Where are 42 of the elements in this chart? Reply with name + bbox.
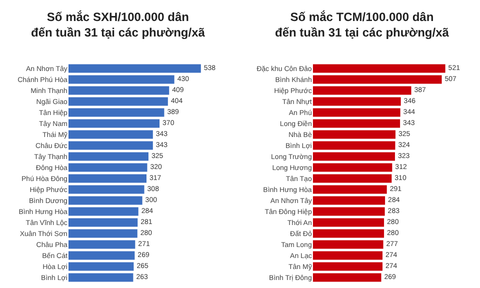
bar — [312, 163, 392, 172]
bar — [312, 196, 386, 205]
bar — [312, 108, 400, 117]
bar — [68, 262, 134, 271]
bar — [68, 130, 153, 139]
chart-title: Số mắc SXH/100.000 dân đến tuần 31 tại các phường/xã — [31, 10, 206, 40]
bar — [312, 262, 383, 271]
bar — [312, 229, 384, 238]
chart-title: Số mắc TCM/100.000 dân đến tuần 31 tại các phường/xã — [275, 10, 450, 40]
bar — [68, 75, 174, 84]
bar — [68, 141, 153, 150]
bar — [68, 229, 138, 238]
bar — [312, 207, 385, 216]
bar — [312, 97, 401, 106]
bar — [312, 240, 384, 249]
bar — [68, 196, 142, 205]
bar — [312, 75, 442, 84]
bar — [68, 64, 201, 73]
bar — [312, 218, 384, 227]
bar — [312, 251, 383, 260]
bar — [68, 119, 160, 128]
bar — [312, 86, 412, 95]
bar — [68, 218, 138, 227]
bar — [68, 174, 146, 183]
bar — [68, 152, 148, 161]
bar — [312, 130, 396, 139]
bar — [68, 185, 144, 194]
bar — [68, 163, 148, 172]
bar — [68, 207, 138, 216]
bar — [68, 108, 164, 117]
bar — [312, 141, 396, 150]
bar — [312, 64, 446, 73]
bar — [312, 174, 392, 183]
bar — [312, 185, 387, 194]
bar — [312, 152, 395, 161]
bar — [68, 240, 136, 249]
bar — [312, 119, 400, 128]
bar — [68, 86, 170, 95]
bar — [68, 251, 135, 260]
bar — [68, 97, 168, 106]
bar — [312, 273, 382, 282]
bar — [68, 273, 134, 282]
